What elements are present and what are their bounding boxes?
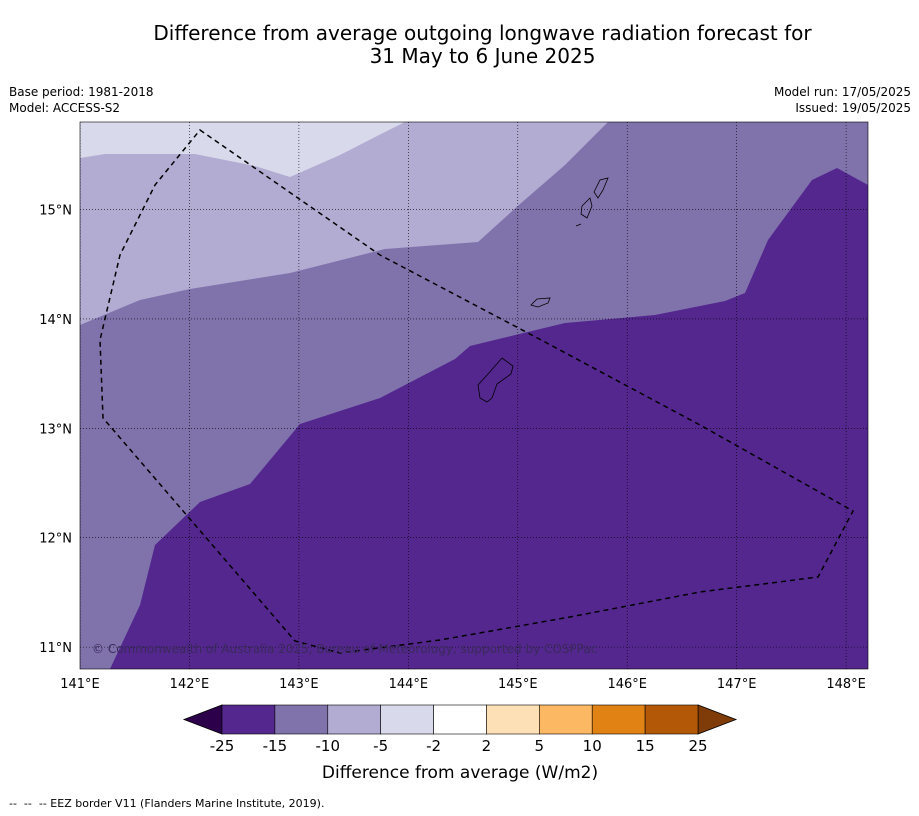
colorbar-segment: [644, 704, 699, 735]
title-line-1: Difference from average outgoing longwav…: [153, 21, 812, 45]
y-tick-label: 15°N: [39, 204, 72, 219]
colorbar-tick-label: -10: [316, 737, 341, 755]
x-tick-label: 141°E: [60, 677, 100, 692]
chart-title: Difference from average outgoing longwav…: [0, 22, 919, 68]
island-guam: [477, 357, 514, 403]
y-tick-label: 11°N: [39, 641, 72, 656]
colorbar-segment: [486, 704, 540, 735]
eez-legend-note: -- -- -- EEZ border V11 (Flanders Marine…: [9, 797, 325, 810]
y-tick-label: 12°N: [39, 532, 72, 547]
meta-left: Base period: 1981-2018 Model: ACCESS-S2: [9, 84, 154, 116]
island-rota: [530, 297, 551, 308]
y-tick-label: 14°N: [39, 313, 72, 328]
colorbar-segment: [591, 704, 646, 735]
model-run: Model run: 17/05/2025: [773, 85, 911, 99]
x-tick-label: 143°E: [279, 677, 319, 692]
x-tick-label: 148°E: [826, 677, 866, 692]
region-minus10-to-minus5: [80, 122, 608, 325]
region-minus5-to-minus2: [80, 122, 405, 177]
y-tick-label: 13°N: [39, 422, 72, 437]
colorbar-tick-label: -5: [373, 737, 388, 755]
graticule: [80, 122, 868, 669]
island-saipan: [593, 177, 609, 199]
x-tick-label: 145°E: [498, 677, 538, 692]
colorbar-segment: [539, 704, 593, 735]
island-aguijan: [575, 223, 582, 227]
base-period: Base period: 1981-2018: [9, 85, 154, 99]
colorbar-segment: [433, 704, 487, 735]
colorbar-tick-label: 2: [482, 737, 492, 755]
x-tick-label: 147°E: [717, 677, 757, 692]
colorbar-tick-label: -15: [263, 737, 288, 755]
meta-right: Model run: 17/05/2025 Issued: 19/05/2025: [774, 84, 911, 116]
map-plot-area: © Commonwealth of Australia 2025, Bureau…: [80, 122, 868, 669]
colorbar-tick-label: 10: [583, 737, 602, 755]
island-tinian: [580, 197, 593, 219]
colorbar-extend-low: [182, 704, 223, 735]
issued-date: Issued: 19/05/2025: [795, 101, 911, 115]
colorbar-tick-label: -25: [210, 737, 235, 755]
x-axis-ticks: 141°E 142°E 143°E 144°E 145°E 146°E 147°E 148°E: [60, 677, 866, 692]
title-line-2: 31 May to 6 June 2025: [369, 44, 596, 68]
colorbar-segment: [327, 704, 381, 735]
colorbar-tick-label: 15: [636, 737, 655, 755]
colorbar-tick-label: 25: [688, 737, 707, 755]
colorbar-extend-high: [697, 704, 738, 735]
colorbar-segment: [221, 704, 276, 735]
copyright-notice: © Commonwealth of Australia 2025, Bureau…: [92, 642, 597, 656]
x-tick-label: 146°E: [607, 677, 647, 692]
colorbar-title: Difference from average (W/m2): [322, 763, 598, 783]
model-name: Model: ACCESS-S2: [9, 101, 121, 115]
colorbar-tick-label: -2: [426, 737, 441, 755]
y-axis-ticks: 11°N 12°N 13°N 14°N 15°N: [39, 204, 72, 657]
colorbar-tick-label: 5: [535, 737, 545, 755]
colorbar-segment: [380, 704, 434, 735]
x-tick-label: 142°E: [170, 677, 210, 692]
x-tick-label: 144°E: [389, 677, 429, 692]
colorbar-segment: [274, 704, 329, 735]
map-frame: [79, 121, 869, 670]
